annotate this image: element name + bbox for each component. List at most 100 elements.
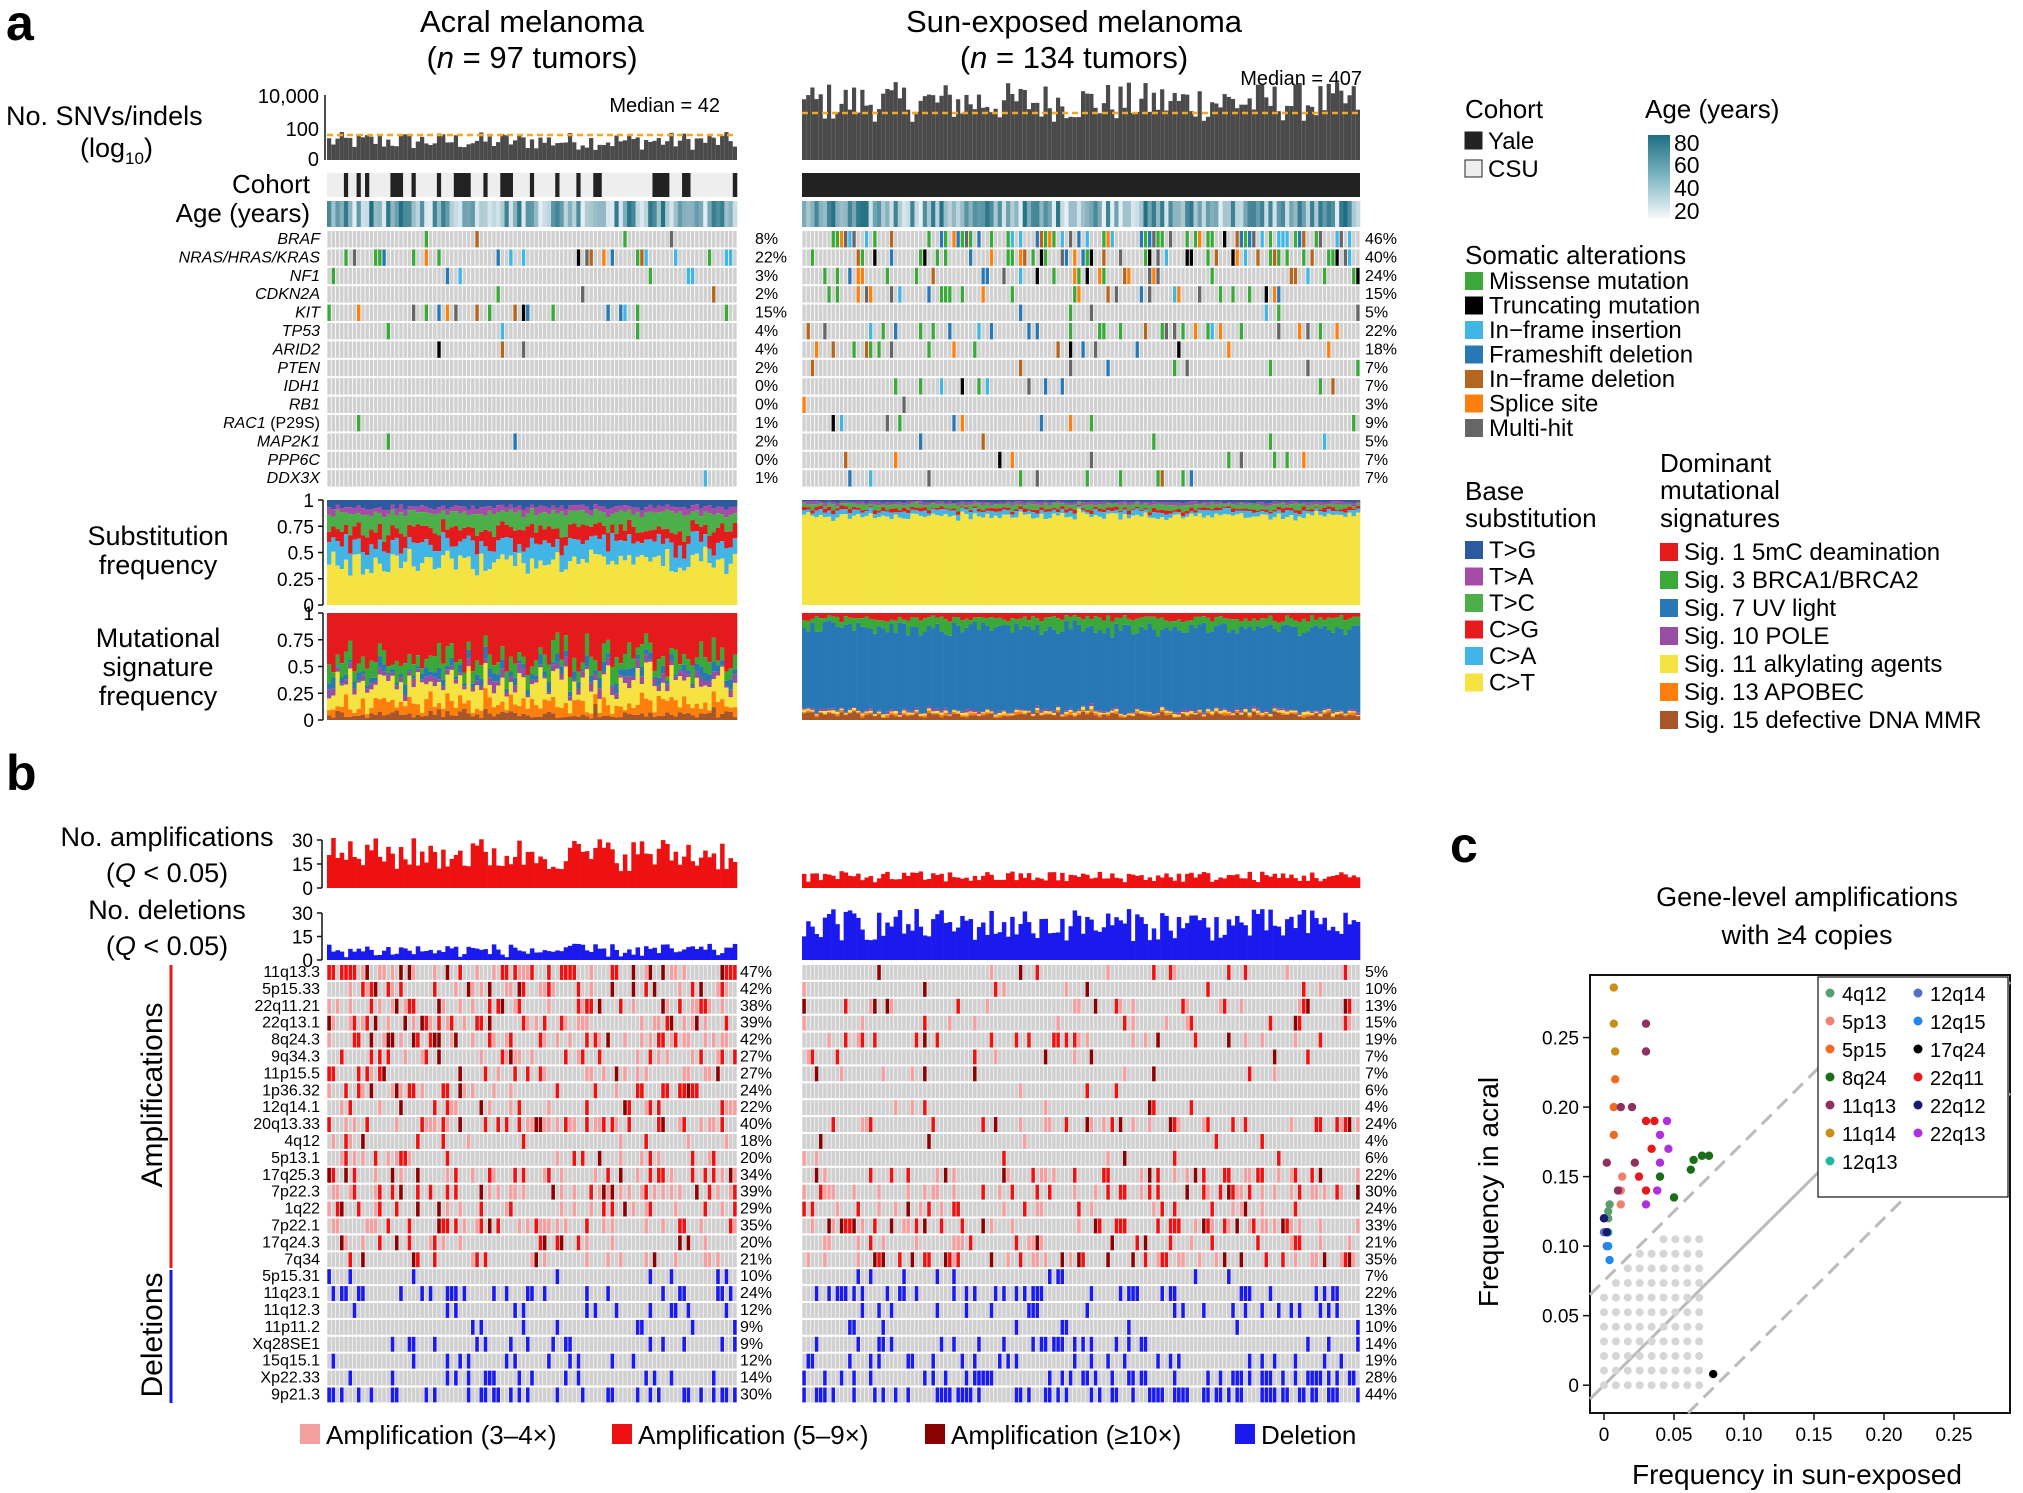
onco-cell bbox=[927, 304, 931, 321]
onco-cell bbox=[411, 470, 416, 487]
stack-seg bbox=[1051, 502, 1057, 504]
stack-seg bbox=[559, 500, 565, 506]
onco-cell bbox=[661, 396, 665, 413]
stack-seg bbox=[1151, 500, 1157, 502]
onco-cell bbox=[956, 286, 960, 303]
onco-cell bbox=[1006, 286, 1010, 303]
stack-seg bbox=[1064, 500, 1069, 503]
onco-cell bbox=[1206, 470, 1210, 487]
onco-cell bbox=[462, 231, 467, 248]
onco-cell bbox=[1014, 415, 1019, 432]
stack-seg bbox=[525, 507, 531, 514]
onco-cell bbox=[437, 304, 441, 321]
stack-seg bbox=[847, 518, 853, 605]
onco-cell bbox=[819, 396, 823, 413]
stack-seg bbox=[806, 512, 811, 605]
stack-seg bbox=[818, 503, 824, 506]
stack-seg bbox=[851, 500, 857, 503]
onco-cell bbox=[488, 304, 492, 321]
onco-cell bbox=[964, 451, 969, 469]
onco-cell bbox=[1235, 433, 1239, 450]
onco-cell bbox=[1148, 231, 1152, 248]
onco-cell bbox=[1139, 470, 1144, 487]
stack-seg bbox=[352, 513, 357, 527]
onco-cell bbox=[1173, 249, 1177, 266]
onco-cell bbox=[619, 341, 623, 358]
onco-cell bbox=[1347, 267, 1352, 285]
stack-seg bbox=[572, 500, 577, 505]
onco-cell bbox=[340, 341, 344, 358]
onco-cell bbox=[831, 341, 835, 358]
onco-cell bbox=[1239, 396, 1244, 413]
onco-cell bbox=[699, 378, 703, 395]
cohort-cell bbox=[580, 173, 586, 197]
snv-bar bbox=[618, 141, 623, 160]
onco-cell bbox=[1110, 323, 1114, 340]
onco-cell bbox=[1073, 415, 1077, 432]
onco-cell bbox=[610, 304, 615, 321]
onco-cell bbox=[860, 451, 865, 469]
onco-cell bbox=[1035, 267, 1039, 285]
stack-seg bbox=[479, 541, 484, 554]
stack-seg bbox=[369, 529, 374, 545]
age-cell bbox=[1355, 201, 1361, 227]
onco-cell bbox=[424, 267, 429, 285]
cohort-cell bbox=[398, 173, 404, 197]
onco-cell bbox=[631, 323, 636, 340]
onco-cell bbox=[1235, 451, 1239, 469]
onco-cell bbox=[488, 396, 492, 413]
onco-cell bbox=[1002, 341, 1006, 358]
stack-seg bbox=[872, 501, 878, 505]
onco-cell bbox=[534, 378, 538, 395]
onco-cell bbox=[716, 378, 720, 395]
stack-seg bbox=[373, 532, 379, 550]
stack-seg bbox=[1135, 514, 1140, 605]
onco-cell bbox=[542, 249, 547, 266]
stack-seg bbox=[631, 500, 636, 508]
stack-seg bbox=[377, 563, 383, 605]
onco-cell bbox=[340, 267, 344, 285]
onco-cell bbox=[1177, 415, 1181, 432]
onco-cell bbox=[1306, 341, 1310, 358]
onco-cell bbox=[462, 470, 467, 487]
stack-seg bbox=[1093, 500, 1098, 503]
onco-cell bbox=[1168, 267, 1173, 285]
age-cell bbox=[597, 201, 603, 227]
onco-cell bbox=[1064, 396, 1069, 413]
onco-cell bbox=[720, 378, 724, 395]
cohort-cell bbox=[724, 173, 729, 197]
onco-cell bbox=[1048, 323, 1052, 340]
onco-cell bbox=[483, 470, 488, 487]
onco-cell bbox=[968, 359, 973, 377]
onco-cell bbox=[559, 267, 564, 285]
stack-seg bbox=[555, 552, 560, 605]
onco-cell bbox=[806, 304, 810, 321]
onco-cell bbox=[619, 415, 623, 432]
stack-seg bbox=[810, 515, 815, 605]
stack-seg bbox=[614, 500, 619, 507]
onco-cell bbox=[644, 231, 648, 248]
snv-bar bbox=[1043, 86, 1048, 160]
age-cell bbox=[835, 201, 840, 227]
onco-cell bbox=[1135, 231, 1139, 248]
snv-bar bbox=[826, 84, 832, 160]
onco-cell bbox=[1210, 341, 1214, 358]
stack-seg bbox=[818, 501, 824, 504]
stack-seg bbox=[614, 564, 619, 605]
onco-cell bbox=[504, 415, 509, 432]
stack-seg bbox=[839, 500, 844, 502]
stack-seg bbox=[1022, 514, 1028, 605]
onco-cell bbox=[989, 378, 994, 395]
stack-seg bbox=[1064, 512, 1069, 518]
onco-cell bbox=[386, 304, 391, 321]
onco-cell bbox=[1123, 396, 1127, 413]
onco-cell bbox=[1218, 341, 1223, 358]
onco-cell bbox=[844, 396, 848, 413]
onco-cell bbox=[492, 323, 496, 340]
stack-seg bbox=[348, 535, 353, 554]
stack-seg bbox=[563, 509, 569, 516]
onco-cell bbox=[1318, 341, 1323, 358]
onco-cell bbox=[610, 323, 615, 340]
age-cell bbox=[1197, 201, 1203, 227]
axis-tick-label: 1 bbox=[303, 491, 314, 512]
